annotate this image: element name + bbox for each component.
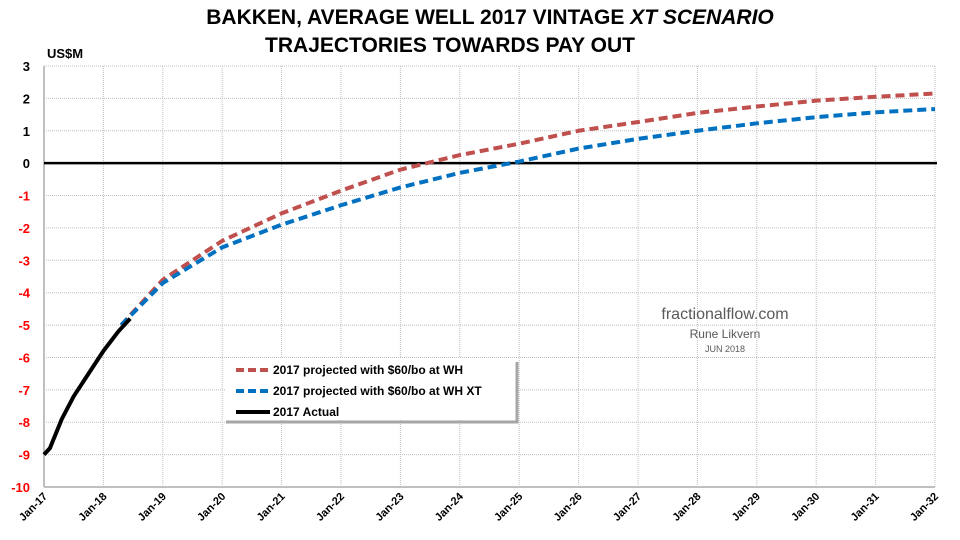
x-tick-label: Jan-24 [433, 490, 467, 524]
x-tick-label: Jan-32 [908, 491, 941, 524]
legend-label: 2017 projected with $60/bo at WH XT [273, 384, 482, 398]
x-tick-label: Jan-31 [849, 491, 882, 524]
y-tick-label: -8 [18, 415, 30, 430]
x-tick-label: Jan-25 [492, 491, 525, 524]
x-tick-label: Jan-26 [552, 491, 585, 524]
x-tick-label: Jan-27 [611, 491, 644, 524]
y-tick-label: 0 [23, 156, 30, 171]
chart-title-line2: TRAJECTORIES TOWARDS PAY OUT [265, 34, 635, 57]
x-tick-label: Jan-17 [17, 491, 50, 524]
watermark-site: fractionalflow.com [661, 306, 789, 323]
y-tick-label: -1 [18, 189, 30, 204]
x-tick-label: Jan-30 [789, 491, 822, 524]
legend-label: 2017 projected with $60/bo at WH [273, 363, 463, 377]
legend-label: 2017 Actual [273, 405, 339, 419]
series-line-2 [42, 317, 132, 456]
x-tick-label: Jan-19 [136, 491, 169, 524]
y-tick-label: -9 [18, 448, 30, 463]
y-axis-label: US$M [47, 46, 84, 61]
watermark-author: Rune Likvern [689, 327, 761, 341]
x-tick-label: Jan-22 [314, 491, 347, 524]
chart-title-line1: BAKKEN, AVERAGE WELL 2017 VINTAGE XT SCE… [206, 6, 774, 29]
y-tick-label: -10 [11, 480, 30, 495]
y-tick-label: -5 [18, 318, 30, 333]
y-tick-label: -6 [18, 350, 30, 365]
legend-shadow [226, 362, 519, 424]
y-tick-label: 1 [23, 124, 30, 139]
watermark-date: JUN 2018 [704, 344, 746, 354]
x-tick-label: Jan-28 [670, 491, 703, 524]
x-tick-label: Jan-18 [76, 491, 109, 524]
x-tick-label: Jan-23 [373, 491, 406, 524]
y-tick-label: -2 [18, 221, 30, 236]
y-tick-label: 3 [23, 59, 30, 74]
x-tick-label: Jan-21 [255, 491, 288, 524]
y-tick-label: -4 [18, 286, 30, 301]
x-tick-label: Jan-29 [730, 491, 763, 524]
x-tick-label: Jan-20 [195, 491, 228, 524]
y-tick-label: 2 [23, 91, 30, 106]
y-tick-label: -7 [18, 383, 30, 398]
series-line-0 [119, 91, 936, 327]
legend-box [226, 358, 516, 420]
y-tick-label: -3 [18, 253, 30, 268]
